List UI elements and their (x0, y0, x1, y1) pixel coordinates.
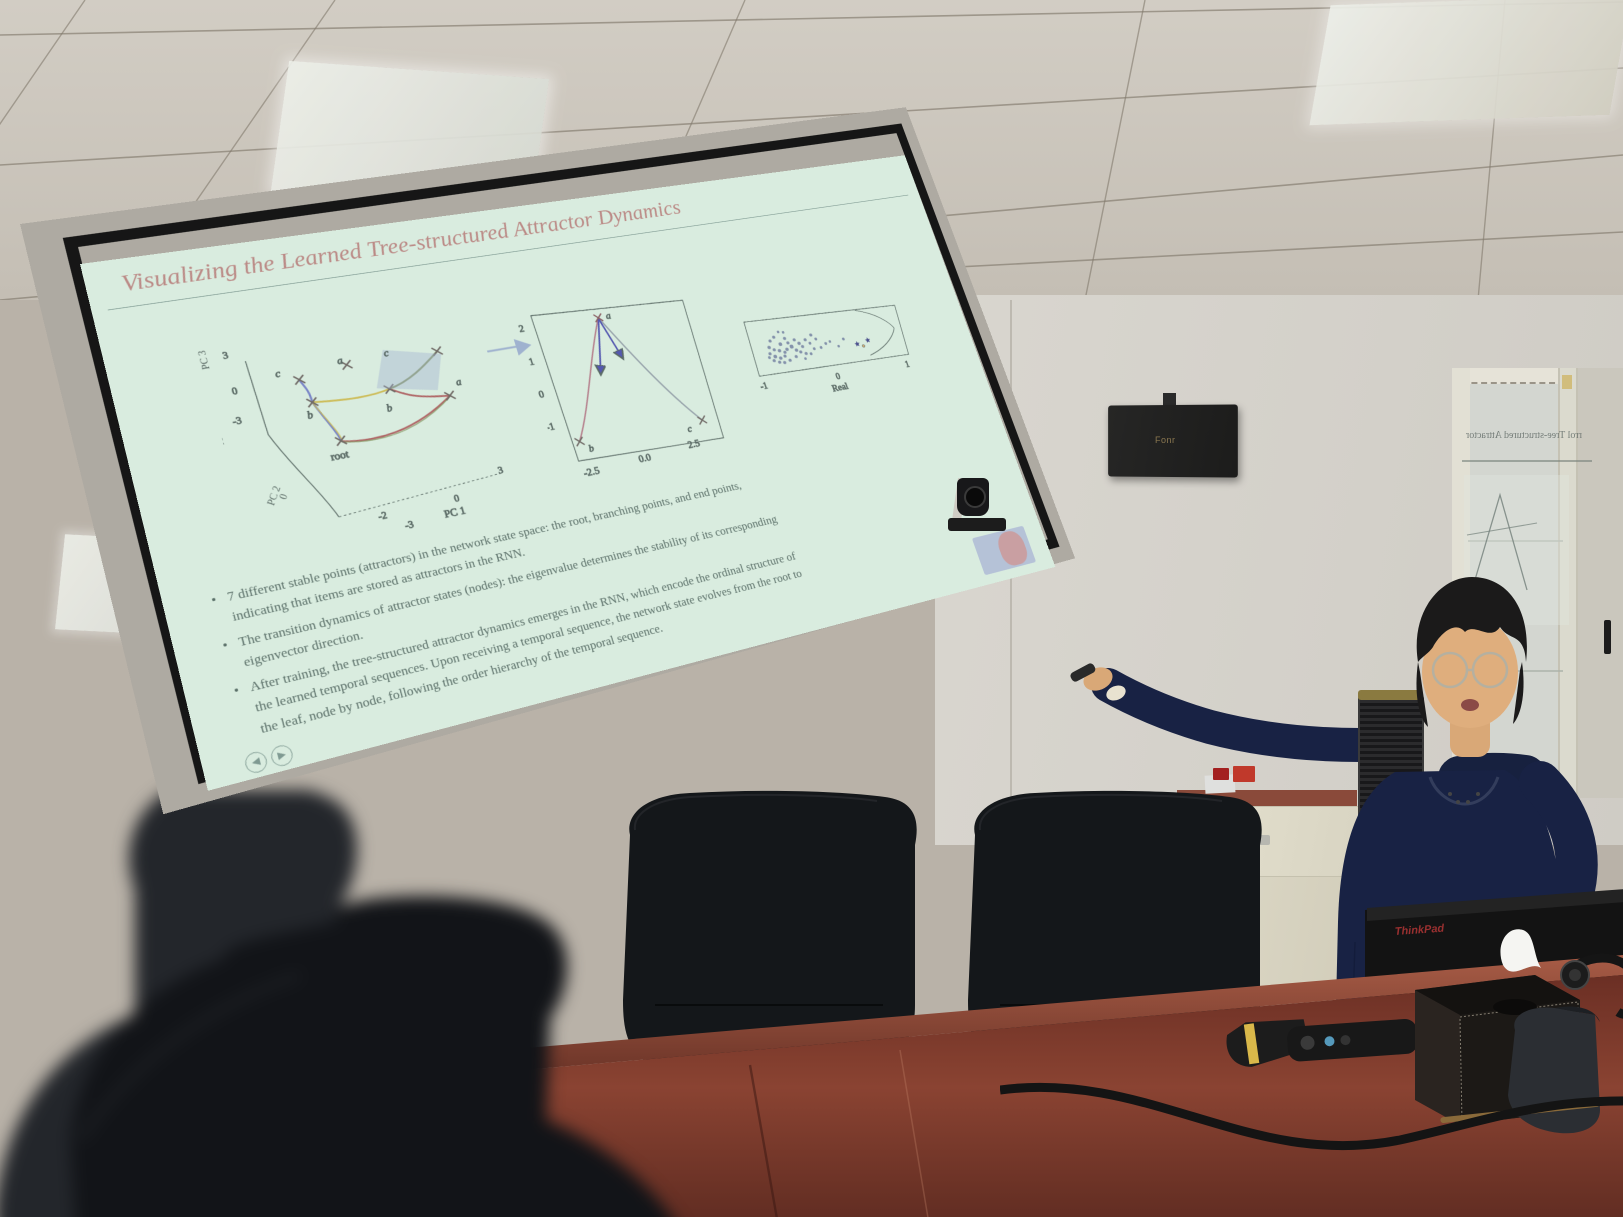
svg-text:-2: -2 (377, 511, 388, 523)
svg-text:0: 0 (231, 386, 239, 397)
svg-text:Real: Real (831, 381, 850, 394)
svg-text:b: b (306, 410, 315, 422)
svg-text:PC 1: PC 1 (443, 505, 467, 520)
svg-text:-1: -1 (759, 382, 769, 392)
svg-text:2: 2 (518, 324, 526, 335)
svg-text:-3: -3 (231, 416, 243, 428)
svg-text:1: 1 (904, 360, 911, 369)
svg-text:-3: -3 (404, 520, 415, 532)
svg-text:Imag: Imag (739, 348, 743, 366)
svg-text:2: 2 (217, 436, 225, 447)
svg-text:0.0: 0.0 (637, 452, 652, 465)
svg-text:3: 3 (222, 351, 230, 362)
svg-text:-2.5: -2.5 (582, 465, 601, 479)
svg-text:a: a (455, 377, 464, 388)
svg-text:root: root (329, 449, 351, 464)
svg-text:c: c (686, 424, 693, 435)
svg-text:0: 0 (835, 372, 842, 382)
svg-text:-1: -1 (747, 373, 757, 383)
svg-text:b: b (587, 443, 595, 454)
svg-text:0: 0 (537, 389, 545, 400)
svg-text:c: c (274, 368, 282, 380)
svg-text:0: 0 (740, 347, 747, 357)
svg-text:a: a (336, 355, 345, 367)
svg-text:b: b (385, 403, 394, 415)
svg-text:2.5: 2.5 (686, 438, 701, 451)
svg-text:a: a (604, 311, 612, 322)
svg-text:PC 1: PC 1 (637, 467, 661, 483)
svg-text:0: 0 (453, 494, 461, 505)
svg-text:1: 1 (528, 357, 536, 368)
svg-text:3: 3 (497, 466, 505, 477)
